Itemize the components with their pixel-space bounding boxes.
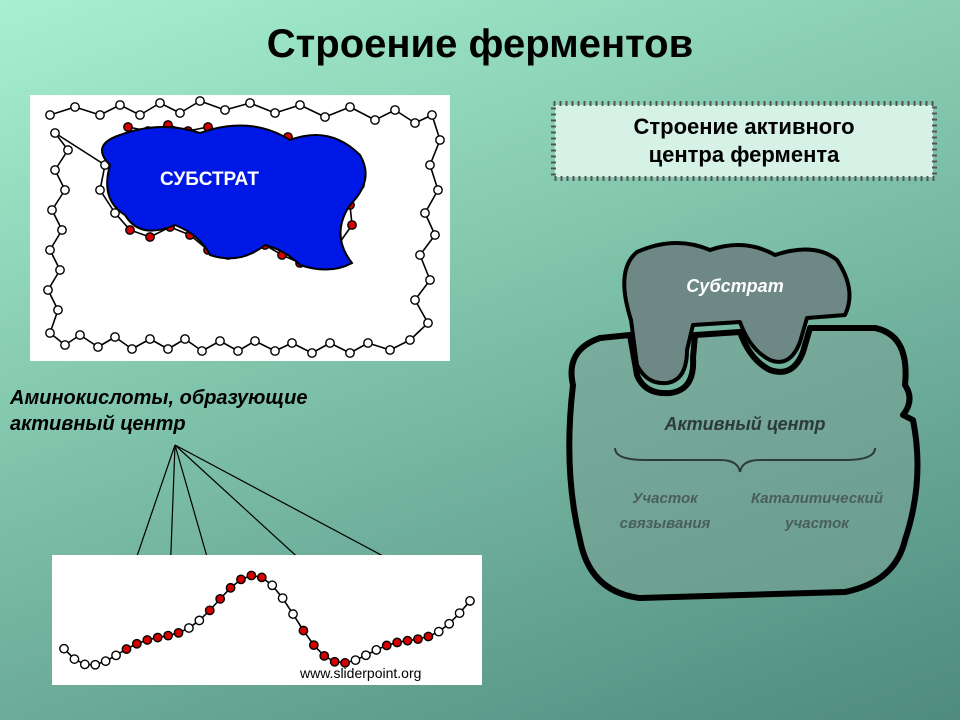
enzyme-diagram: Субстрат Активный центр Участок связыван… (545, 220, 945, 620)
substrate-text: Субстрат (686, 276, 783, 296)
enzyme-body (569, 328, 917, 598)
catalytic-site-l1: Каталитический (751, 490, 883, 507)
binding-site-l1: Участок (632, 490, 699, 507)
watermark: www.sliderpoint.org (300, 665, 421, 681)
aminoacid-label: Аминокислоты, образующие активный центр (10, 385, 340, 437)
substrate-blob (102, 125, 366, 269)
active-center-text: Активный центр (663, 414, 825, 434)
catalytic-site-l2: участок (784, 515, 850, 532)
slide: Строение ферментов СУБСТРАТ Аминокислоты… (0, 0, 960, 720)
substrate-label: СУБСТРАТ (160, 169, 259, 190)
binding-site-l2: связывания (620, 515, 711, 532)
panel-substrate-chain: СУБСТРАТ (30, 95, 450, 361)
page-title: Строение ферментов (0, 22, 960, 67)
active-center-header: Строение активного центра фермента (555, 105, 933, 177)
